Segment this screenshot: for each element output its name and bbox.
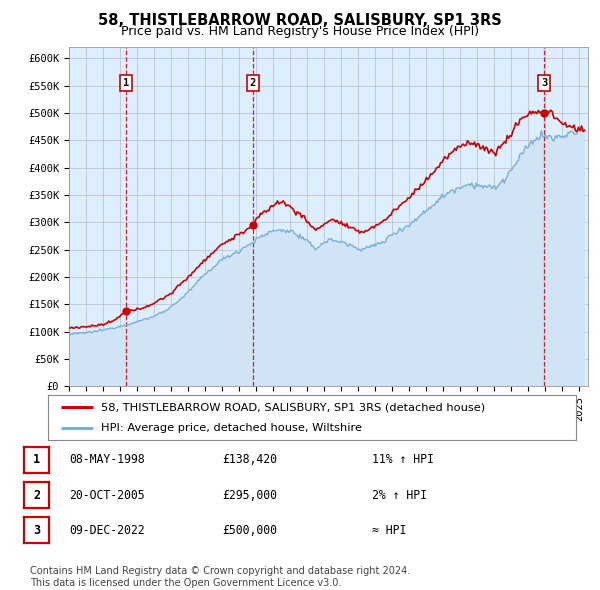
Text: 2% ↑ HPI: 2% ↑ HPI: [372, 489, 427, 502]
Text: 1: 1: [33, 453, 40, 466]
Text: 58, THISTLEBARROW ROAD, SALISBURY, SP1 3RS (detached house): 58, THISTLEBARROW ROAD, SALISBURY, SP1 3…: [101, 402, 485, 412]
Text: Price paid vs. HM Land Registry's House Price Index (HPI): Price paid vs. HM Land Registry's House …: [121, 25, 479, 38]
Text: £138,420: £138,420: [222, 453, 277, 466]
Text: 3: 3: [33, 524, 40, 537]
Text: 1: 1: [123, 78, 130, 88]
Text: £500,000: £500,000: [222, 524, 277, 537]
Text: 2: 2: [250, 78, 256, 88]
Text: Contains HM Land Registry data © Crown copyright and database right 2024.
This d: Contains HM Land Registry data © Crown c…: [30, 566, 410, 588]
Text: 11% ↑ HPI: 11% ↑ HPI: [372, 453, 434, 466]
Text: 08-MAY-1998: 08-MAY-1998: [69, 453, 145, 466]
Text: 09-DEC-2022: 09-DEC-2022: [69, 524, 145, 537]
Text: ≈ HPI: ≈ HPI: [372, 524, 406, 537]
Text: 20-OCT-2005: 20-OCT-2005: [69, 489, 145, 502]
Text: 58, THISTLEBARROW ROAD, SALISBURY, SP1 3RS: 58, THISTLEBARROW ROAD, SALISBURY, SP1 3…: [98, 13, 502, 28]
Text: £295,000: £295,000: [222, 489, 277, 502]
Text: 3: 3: [541, 78, 547, 88]
Text: HPI: Average price, detached house, Wiltshire: HPI: Average price, detached house, Wilt…: [101, 422, 362, 432]
Text: 2: 2: [33, 489, 40, 502]
